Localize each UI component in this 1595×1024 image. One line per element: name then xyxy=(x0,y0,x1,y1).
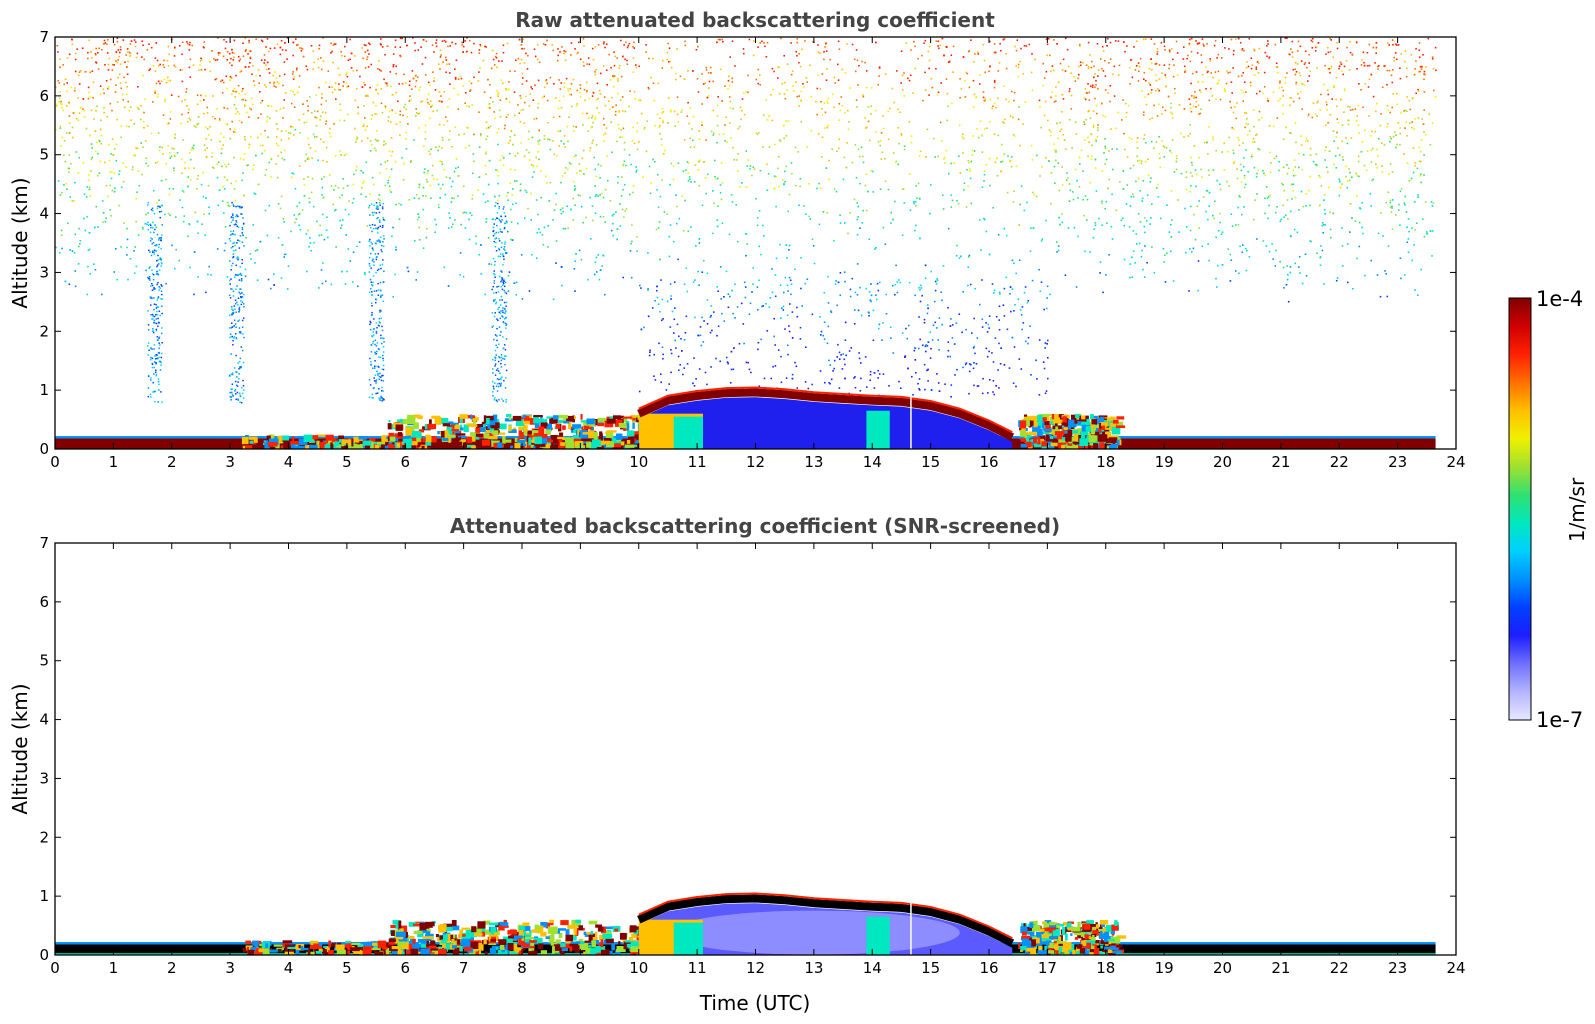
x-tick-label: 22 xyxy=(1330,453,1349,471)
bottom-x-axis-label: Time (UTC) xyxy=(699,991,811,1015)
x-tick-label: 16 xyxy=(979,959,998,977)
x-tick-label: 0 xyxy=(50,453,60,471)
x-tick-label: 4 xyxy=(284,453,294,471)
colorbar-unit-label: 1/m/sr xyxy=(1565,477,1589,542)
x-tick-label: 3 xyxy=(225,959,235,977)
y-tick-label: 1 xyxy=(39,887,49,905)
x-tick-label: 24 xyxy=(1446,453,1465,471)
y-tick-label: 3 xyxy=(39,263,49,281)
x-tick-label: 15 xyxy=(921,453,940,471)
x-tick-label: 13 xyxy=(804,959,823,977)
top-heatmap xyxy=(55,37,1437,454)
x-tick-label: 9 xyxy=(576,453,586,471)
x-tick-label: 4 xyxy=(284,959,294,977)
x-tick-label: 21 xyxy=(1271,453,1290,471)
colorbar-max-label: 1e-4 xyxy=(1536,287,1583,311)
x-tick-label: 7 xyxy=(459,959,469,977)
colorbar-min-label: 1e-7 xyxy=(1536,708,1583,732)
x-tick-label: 2 xyxy=(167,453,177,471)
y-tick-label: 0 xyxy=(39,440,49,458)
x-tick-label: 1 xyxy=(109,453,119,471)
x-tick-label: 12 xyxy=(746,959,765,977)
top-panel-title: Raw attenuated backscattering coefficien… xyxy=(515,8,995,32)
x-tick-label: 16 xyxy=(979,453,998,471)
x-tick-label: 24 xyxy=(1446,959,1465,977)
y-tick-label: 4 xyxy=(39,205,49,223)
top-y-axis-label: Altitude (km) xyxy=(8,177,32,308)
colorbar-gradient xyxy=(1509,298,1531,720)
y-tick-label: 2 xyxy=(39,828,49,846)
x-tick-label: 1 xyxy=(109,959,119,977)
x-tick-label: 19 xyxy=(1155,453,1174,471)
y-tick-label: 2 xyxy=(39,322,49,340)
colorbar: 1e-4 1e-7 1/m/sr xyxy=(1509,287,1589,732)
y-tick-label: 7 xyxy=(39,534,49,552)
x-tick-label: 14 xyxy=(863,959,882,977)
y-tick-label: 5 xyxy=(39,652,49,670)
x-tick-label: 11 xyxy=(688,959,707,977)
x-tick-label: 5 xyxy=(342,453,352,471)
x-tick-label: 6 xyxy=(400,959,410,977)
x-tick-label: 20 xyxy=(1213,959,1232,977)
y-tick-label: 1 xyxy=(39,381,49,399)
x-tick-label: 8 xyxy=(517,453,527,471)
x-tick-label: 23 xyxy=(1388,959,1407,977)
boundary-layer xyxy=(639,894,1013,956)
x-tick-label: 15 xyxy=(921,959,940,977)
x-tick-label: 5 xyxy=(342,959,352,977)
x-tick-label: 17 xyxy=(1038,453,1057,471)
y-tick-label: 6 xyxy=(39,87,49,105)
x-tick-label: 3 xyxy=(225,453,235,471)
y-tick-label: 0 xyxy=(39,946,49,964)
y-tick-label: 5 xyxy=(39,146,49,164)
x-tick-label: 6 xyxy=(400,453,410,471)
x-tick-label: 11 xyxy=(688,453,707,471)
x-tick-label: 10 xyxy=(629,453,648,471)
x-tick-label: 20 xyxy=(1213,453,1232,471)
bottom-y-axis-label: Altitude (km) xyxy=(8,683,32,814)
x-tick-label: 0 xyxy=(50,959,60,977)
y-tick-label: 7 xyxy=(39,28,49,46)
bottom-heatmap xyxy=(55,894,1436,960)
x-tick-label: 19 xyxy=(1155,959,1174,977)
x-tick-label: 12 xyxy=(746,453,765,471)
y-tick-label: 4 xyxy=(39,711,49,729)
x-tick-label: 8 xyxy=(517,959,527,977)
y-tick-label: 3 xyxy=(39,769,49,787)
boundary-layer xyxy=(639,388,1013,450)
x-tick-label: 13 xyxy=(804,453,823,471)
x-tick-label: 2 xyxy=(167,959,177,977)
y-tick-label: 6 xyxy=(39,593,49,611)
x-tick-label: 23 xyxy=(1388,453,1407,471)
x-tick-label: 18 xyxy=(1096,453,1115,471)
x-tick-label: 21 xyxy=(1271,959,1290,977)
x-tick-label: 9 xyxy=(576,959,586,977)
x-tick-label: 17 xyxy=(1038,959,1057,977)
bottom-panel: Attenuated backscattering coefficient (S… xyxy=(8,514,1466,1015)
bottom-panel-title: Attenuated backscattering coefficient (S… xyxy=(450,514,1060,538)
x-tick-label: 7 xyxy=(459,453,469,471)
x-tick-label: 10 xyxy=(629,959,648,977)
noise-scatter xyxy=(55,37,1437,403)
x-tick-label: 18 xyxy=(1096,959,1115,977)
top-panel: Raw attenuated backscattering coefficien… xyxy=(8,8,1466,471)
x-tick-label: 22 xyxy=(1330,959,1349,977)
x-tick-label: 14 xyxy=(863,453,882,471)
